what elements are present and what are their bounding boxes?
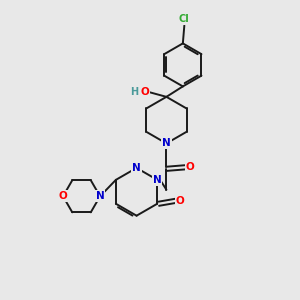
Text: N: N [162,138,171,148]
Text: N: N [153,175,162,185]
Text: N: N [132,163,141,173]
Text: O: O [58,191,68,201]
Text: O: O [186,162,195,172]
Text: N: N [96,191,104,201]
Text: O: O [176,196,184,206]
Text: Cl: Cl [179,14,190,24]
Text: H: H [130,87,138,98]
Text: O: O [140,87,149,98]
